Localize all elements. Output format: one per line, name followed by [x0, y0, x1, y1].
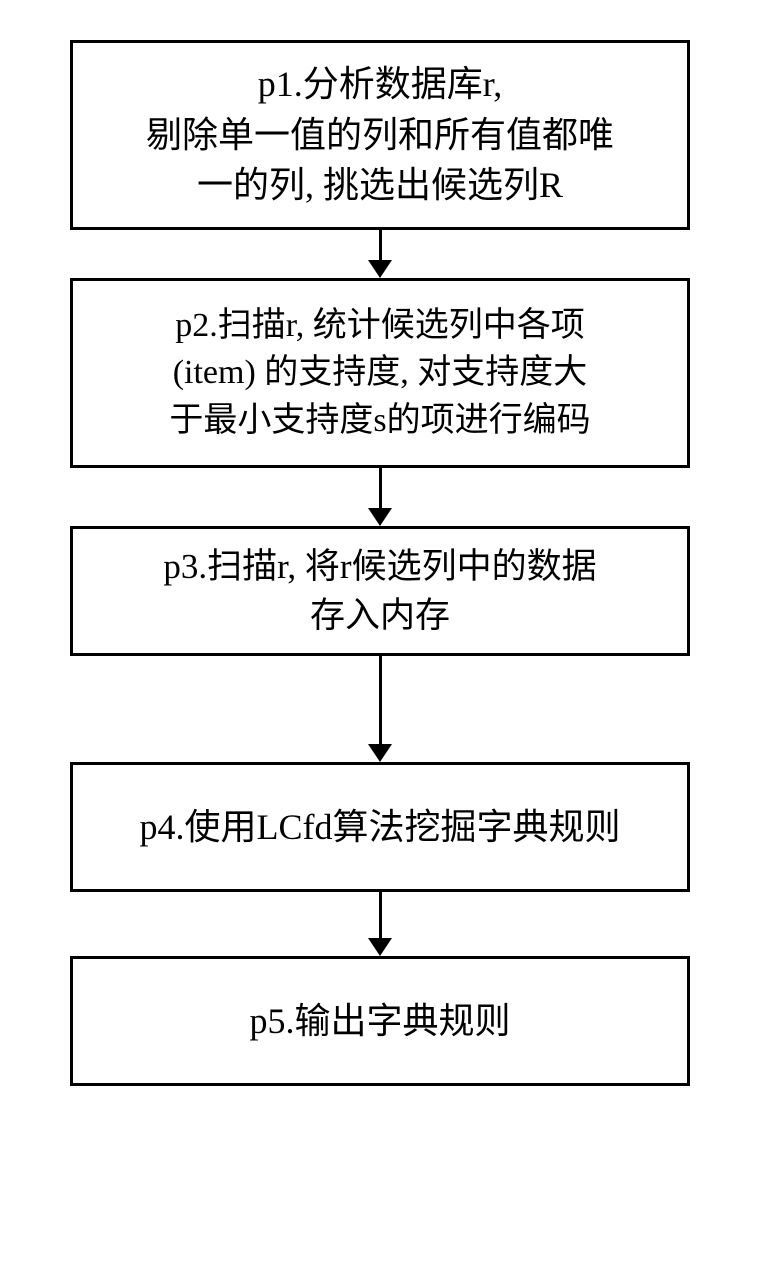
box-text-line: 存入内存	[310, 591, 450, 640]
arrow-line	[379, 656, 382, 746]
box-text-line: p3.扫描r, 将r候选列中的数据	[163, 542, 596, 591]
flowchart-box-p5: p5.输出字典规则	[70, 956, 690, 1086]
arrow-line	[379, 892, 382, 940]
arrow-down-icon	[368, 892, 392, 956]
arrow-line	[379, 468, 382, 510]
arrow-down-icon	[368, 656, 392, 762]
flowchart-box-p1: p1.分析数据库r, 剔除单一值的列和所有值都唯 一的列, 挑选出候选列R	[70, 40, 690, 230]
arrow-head	[368, 744, 392, 762]
box-text-line: p2.扫描r, 统计候选列中各项	[175, 302, 584, 350]
box-text-line: p1.分析数据库r,	[258, 59, 503, 109]
box-text-line: (item) 的支持度, 对支持度大	[173, 349, 588, 397]
box-text-line: p4.使用LCfd算法挖掘字典规则	[140, 802, 621, 852]
box-text-line: 一的列, 挑选出候选列R	[197, 160, 563, 210]
arrow-head	[368, 260, 392, 278]
arrow-head	[368, 508, 392, 526]
arrow-down-icon	[368, 230, 392, 278]
flowchart-container: p1.分析数据库r, 剔除单一值的列和所有值都唯 一的列, 挑选出候选列R p2…	[70, 40, 690, 1086]
arrow-down-icon	[368, 468, 392, 526]
flowchart-box-p3: p3.扫描r, 将r候选列中的数据 存入内存	[70, 526, 690, 656]
flowchart-box-p4: p4.使用LCfd算法挖掘字典规则	[70, 762, 690, 892]
box-text-line: 于最小支持度s的项进行编码	[169, 397, 590, 445]
arrow-head	[368, 938, 392, 956]
flowchart-box-p2: p2.扫描r, 统计候选列中各项 (item) 的支持度, 对支持度大 于最小支…	[70, 278, 690, 468]
box-text-line: p5.输出字典规则	[249, 996, 510, 1046]
arrow-line	[379, 230, 382, 262]
box-text-line: 剔除单一值的列和所有值都唯	[146, 110, 614, 160]
